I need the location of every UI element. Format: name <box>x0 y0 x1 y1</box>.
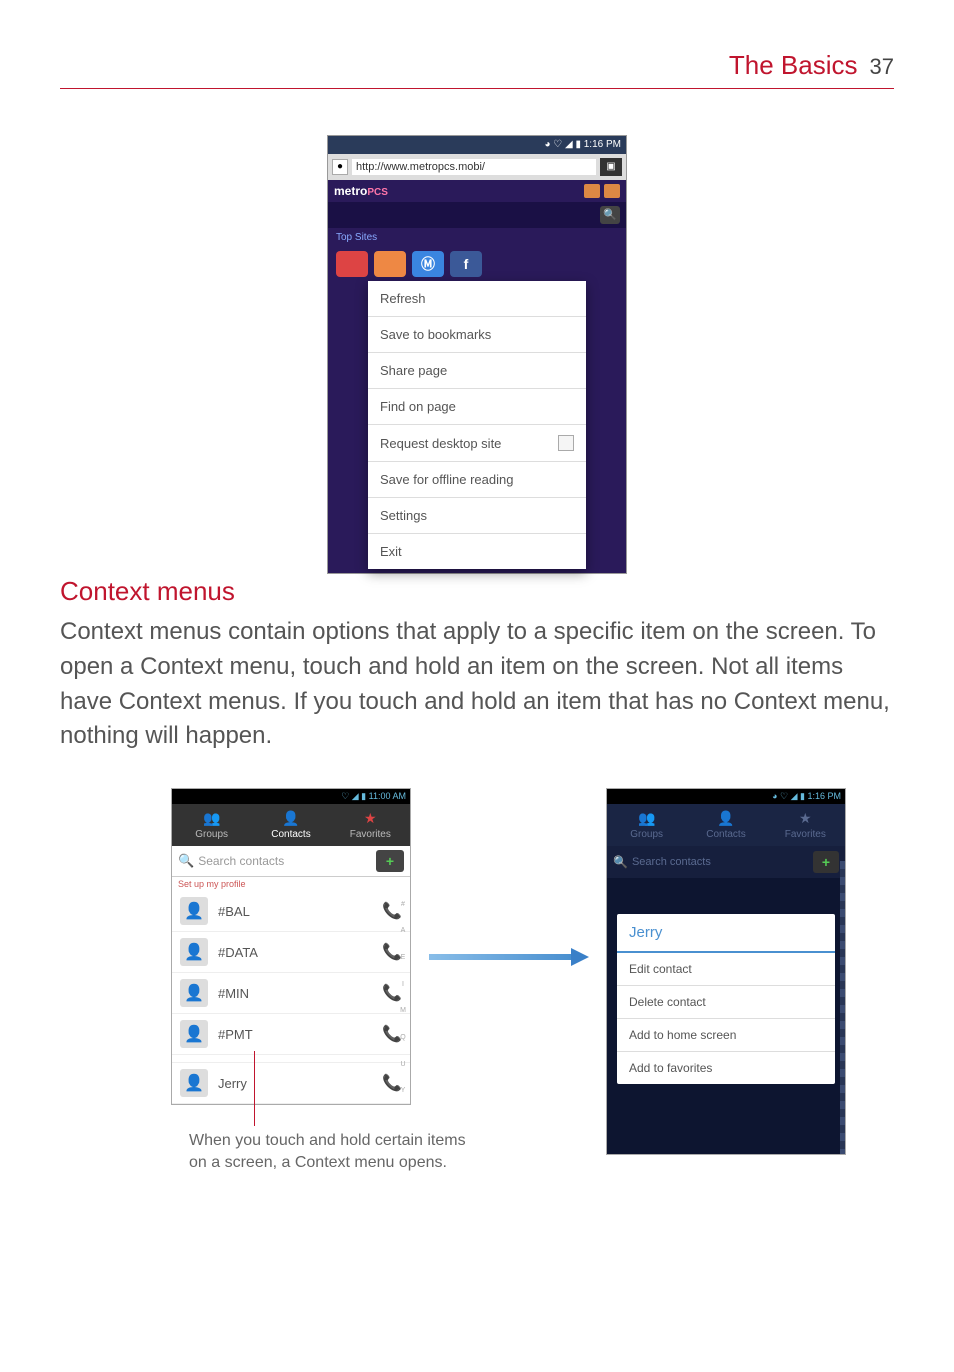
ctx-edit-contact[interactable]: Edit contact <box>617 953 835 986</box>
contacts-search-dim: 🔍 Search contacts + <box>607 846 845 878</box>
contacts-tabs: 👥 Groups 👤 Contacts ★ Favorites <box>172 804 410 846</box>
tab-groups-label: Groups <box>195 829 228 840</box>
tab-contacts-label: Contacts <box>271 829 310 840</box>
avatar: 👤 <box>180 1069 208 1097</box>
contact-list: 👤 #BAL 📞 👤 #DATA 📞 👤 #MIN 📞 👤 #PMT 📞 👤 J… <box>172 891 410 1104</box>
setup-profile[interactable]: Set up my profile <box>172 877 410 891</box>
search-input[interactable]: Search contacts <box>198 854 376 868</box>
status-bar: ♡ ◢ ▮ 11:00 AM <box>172 789 410 804</box>
page-icon: ● <box>332 159 348 175</box>
tab-contacts[interactable]: 👤 Contacts <box>251 804 330 846</box>
tab-contacts-label: Contacts <box>706 829 745 840</box>
url-bar: ● http://www.metropcs.mobi/ ▣ <box>328 154 626 180</box>
app-icon-4[interactable]: f <box>450 251 482 277</box>
ctx-delete-contact[interactable]: Delete contact <box>617 986 835 1019</box>
menu-save-bookmarks[interactable]: Save to bookmarks <box>368 317 586 353</box>
groups-icon: 👥 <box>607 810 686 827</box>
contacts-tabs-dim: 👥 Groups 👤 Contacts ★ Favorites <box>607 804 845 846</box>
browser-content: Top Sites Ⓜ f Refresh Save to bookmarks … <box>328 228 626 573</box>
tab-groups-label: Groups <box>630 829 663 840</box>
contacts-icon: 👤 <box>251 810 330 827</box>
search-icon: 🔍 <box>178 853 194 869</box>
add-contact-button[interactable]: + <box>376 850 404 872</box>
contact-name: #MIN <box>218 986 382 1001</box>
context-menu: Jerry Edit contact Delete contact Add to… <box>617 914 835 1084</box>
page-header: The Basics 37 <box>729 50 894 81</box>
menu-settings[interactable]: Settings <box>368 498 586 534</box>
groups-icon: 👥 <box>172 810 251 827</box>
contact-name: #PMT <box>218 1027 382 1042</box>
tab-favorites-label: Favorites <box>785 829 826 840</box>
search-input: Search contacts <box>632 856 813 868</box>
brand-bar: metroPCS <box>328 180 626 202</box>
status-bar: ◕ ♡ ◢ ▮ 1:16 PM <box>607 789 845 804</box>
favorites-icon: ★ <box>766 810 845 827</box>
section-heading: Context menus <box>60 576 235 607</box>
tab-groups[interactable]: 👥 Groups <box>172 804 251 846</box>
app-icon-1[interactable] <box>336 251 368 277</box>
menu-desktop-label: Request desktop site <box>380 436 501 451</box>
tab-contacts: 👤 Contacts <box>686 804 765 846</box>
search-icon[interactable]: 🔍 <box>600 206 620 224</box>
menu-request-desktop[interactable]: Request desktop site <box>368 425 586 462</box>
menu-share-page[interactable]: Share page <box>368 353 586 389</box>
brand-suffix: PCS <box>367 187 388 198</box>
ctx-add-home[interactable]: Add to home screen <box>617 1019 835 1052</box>
header-title: The Basics <box>729 50 858 81</box>
tab-favorites-label: Favorites <box>350 829 391 840</box>
contact-name: Jerry <box>218 1076 382 1091</box>
caption-text: When you touch and hold certain items on… <box>189 1130 469 1175</box>
avatar: 👤 <box>180 1020 208 1048</box>
contact-row-jerry[interactable]: 👤 Jerry 📞 <box>172 1063 410 1104</box>
contacts-search: 🔍 Search contacts + <box>172 846 410 877</box>
home-icon[interactable] <box>584 184 600 198</box>
contact-row[interactable]: 👤 #MIN 📞 <box>172 973 410 1014</box>
menu-exit[interactable]: Exit <box>368 534 586 569</box>
menu-save-offline[interactable]: Save for offline reading <box>368 462 586 498</box>
add-contact-button: + <box>813 851 839 873</box>
url-field[interactable]: http://www.metropcs.mobi/ <box>352 159 596 175</box>
top-sites-label: Top Sites <box>328 228 626 247</box>
contact-name: #BAL <box>218 904 382 919</box>
body-paragraph: Context menus contain options that apply… <box>60 615 894 754</box>
menu-find-on-page[interactable]: Find on page <box>368 389 586 425</box>
alpha-index[interactable]: #AEIMQUY <box>398 891 408 1104</box>
contact-row[interactable]: 👤 #DATA 📞 <box>172 932 410 973</box>
tabs-button[interactable]: ▣ <box>600 158 622 176</box>
page-number: 37 <box>870 54 894 80</box>
browser-options-menu: Refresh Save to bookmarks Share page Fin… <box>368 281 586 569</box>
header-divider <box>60 88 894 89</box>
avatar: 👤 <box>180 979 208 1007</box>
status-bar: ◕ ♡ ◢ ▮ 1:16 PM <box>328 136 626 154</box>
menu-refresh[interactable]: Refresh <box>368 281 586 317</box>
desktop-checkbox[interactable] <box>558 435 574 451</box>
context-menu-screenshot: ◕ ♡ ◢ ▮ 1:16 PM 👥 Groups 👤 Contacts ★ Favor… <box>606 788 846 1155</box>
browser-screenshot: ◕ ♡ ◢ ▮ 1:16 PM ● http://www.metropcs.mo… <box>327 135 627 574</box>
contacts-icon: 👤 <box>686 810 765 827</box>
brand-logo: metroPCS <box>334 184 584 198</box>
context-menu-title: Jerry <box>617 914 835 953</box>
site-search: 🔍 <box>328 202 626 228</box>
brand-text: metro <box>334 184 367 198</box>
search-icon: 🔍 <box>613 855 628 869</box>
app-icon-3[interactable]: Ⓜ <box>412 251 444 277</box>
cart-icon[interactable] <box>604 184 620 198</box>
brand-icons <box>584 184 620 198</box>
ctx-add-favorites[interactable]: Add to favorites <box>617 1052 835 1084</box>
alpha-index-dim <box>840 861 845 1154</box>
contacts-screenshot: ♡ ◢ ▮ 11:00 AM 👥 Groups 👤 Contacts ★ Favori… <box>171 788 411 1105</box>
tab-favorites: ★ Favorites <box>766 804 845 846</box>
avatar: 👤 <box>180 897 208 925</box>
favorites-icon: ★ <box>331 810 410 827</box>
contact-row[interactable]: 👤 #BAL 📞 <box>172 891 410 932</box>
contact-row[interactable]: 👤 #PMT 📞 <box>172 1014 410 1055</box>
arrow-icon <box>429 950 589 964</box>
tab-favorites[interactable]: ★ Favorites <box>331 804 410 846</box>
contact-name: #DATA <box>218 945 382 960</box>
app-icon-2[interactable] <box>374 251 406 277</box>
avatar: 👤 <box>180 938 208 966</box>
tab-groups: 👥 Groups <box>607 804 686 846</box>
callout-line <box>254 1051 255 1126</box>
app-icon-row: Ⓜ f <box>328 247 626 279</box>
